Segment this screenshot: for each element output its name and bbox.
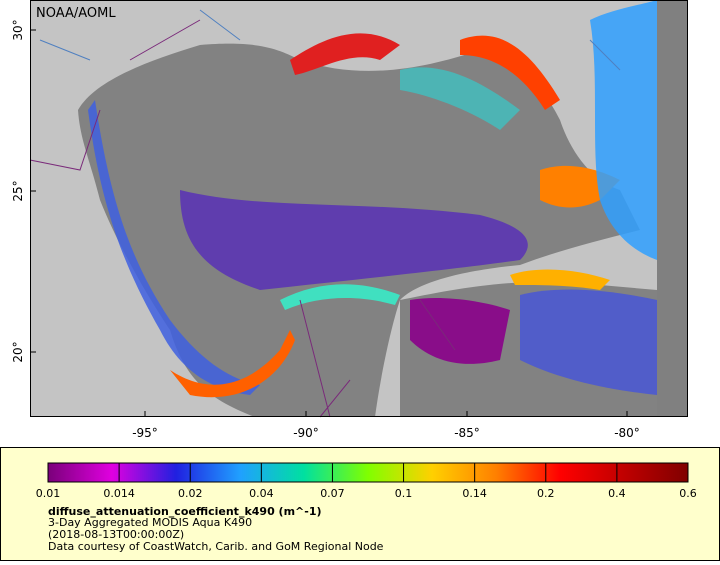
map-frame (30, 0, 688, 417)
map-title: NOAA/AOML (36, 6, 116, 21)
lon-tick-label: -90° (293, 426, 319, 440)
map (29, 0, 688, 418)
colorbar-tick-label: 0.4 (608, 487, 626, 500)
coastal-band (460, 35, 560, 110)
legend-line: (2018-08-13T00:00:00Z) (48, 528, 184, 541)
colorbar-tick-label: 0.14 (462, 487, 487, 500)
border (29, 19, 456, 418)
colorbar-tick-label: 0.02 (178, 487, 203, 500)
river (39, 9, 621, 71)
colorbar-tick-label: 0.1 (395, 487, 413, 500)
lat-tick-label: 25° (11, 180, 25, 201)
coastal-band (590, 0, 657, 260)
lat-tick-label: 20° (11, 341, 25, 362)
coastal-band (290, 33, 400, 75)
lon-tick-label: -95° (132, 426, 158, 440)
offshore-field (410, 298, 510, 364)
legend-line: 3-Day Aggregated MODIS Aqua K490 (48, 516, 252, 529)
legend-lines: 3-Day Aggregated MODIS Aqua K490(2018-08… (48, 516, 384, 553)
coastal-band (170, 330, 295, 398)
offshore-field (520, 289, 657, 395)
legend-line: Data courtesy of CoastWatch, Carib. and … (48, 540, 384, 553)
offshore-field (180, 190, 528, 290)
offshore-field (400, 67, 520, 130)
lat-tick-label: 30° (11, 19, 25, 40)
coastal-band (280, 284, 400, 310)
lon-tick-label: -80° (614, 426, 640, 440)
colorbar-tick-label: 0.01 (36, 487, 61, 500)
colorbar (47, 462, 689, 483)
no-data-strip (657, 0, 688, 417)
colorbar-tick-label: 0.2 (537, 487, 555, 500)
coastal-band (88, 100, 260, 395)
variable-name: diffuse_attenuation_coefficient_k490 (m^… (48, 505, 322, 518)
colorbar-tick-label: 0.07 (320, 487, 345, 500)
colorbar-tick-label: 0.04 (249, 487, 274, 500)
lon-tick-label: -85° (454, 426, 480, 440)
coastal-band (510, 269, 610, 290)
colorbar-tick-label: 0.6 (679, 487, 697, 500)
colorbar-tick-label: 0.014 (103, 487, 135, 500)
